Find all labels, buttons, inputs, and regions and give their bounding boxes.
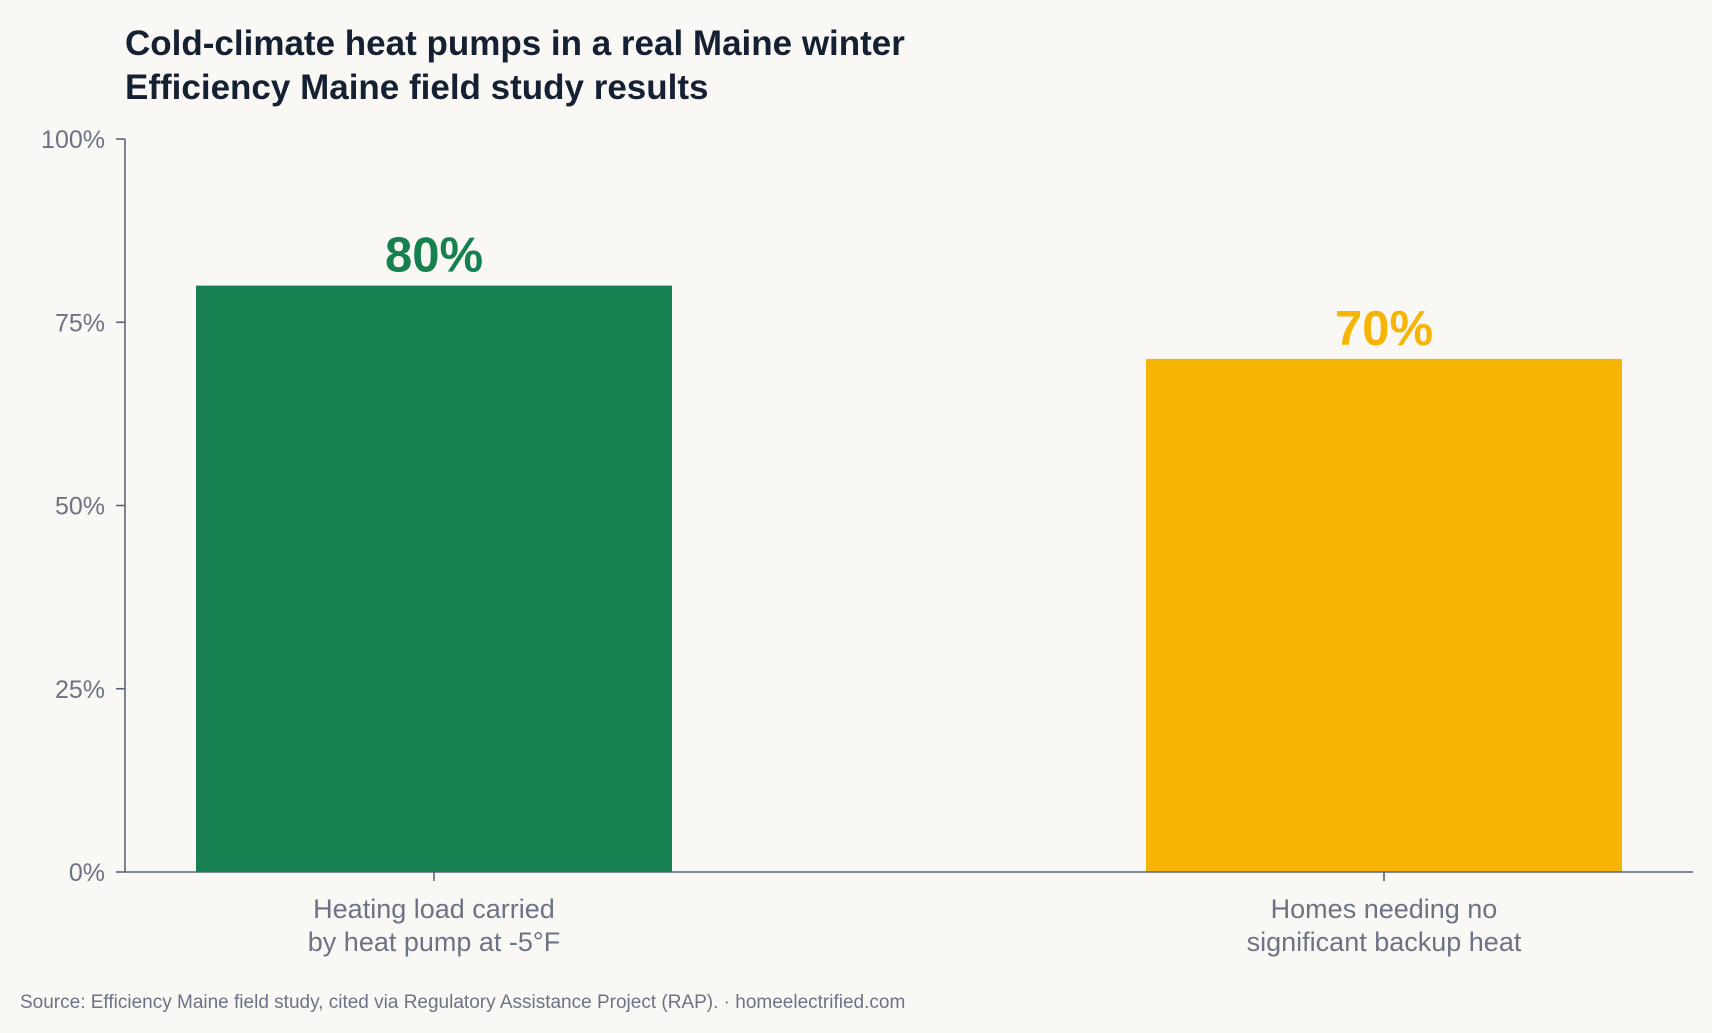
chart-title: Cold-climate heat pumps in a real Maine … xyxy=(125,24,905,63)
y-tick-label: 25% xyxy=(55,676,105,704)
bar-value-label: 70% xyxy=(1335,302,1433,356)
bar xyxy=(196,285,672,873)
y-axis: 0% 25% 50% 75% 100% xyxy=(41,126,126,887)
bars: 80% 70% xyxy=(196,229,1622,873)
bar xyxy=(1146,358,1622,872)
x-category-label: Heating load carried by heat pump at -5°F xyxy=(308,894,560,957)
y-tick-label: 75% xyxy=(55,309,105,337)
y-tick-label: 100% xyxy=(41,126,105,154)
bar-value-label: 80% xyxy=(385,229,483,283)
source-note: Source: Efficiency Maine field study, ci… xyxy=(20,992,905,1013)
x-axis: Heating load carried by heat pump at -5°F… xyxy=(125,871,1693,957)
chart-subtitle: Efficiency Maine field study results xyxy=(125,68,709,107)
y-tick-label: 50% xyxy=(55,493,105,521)
y-tick-label: 0% xyxy=(69,859,105,887)
x-category-label: Homes needing no significant backup heat xyxy=(1247,894,1522,957)
